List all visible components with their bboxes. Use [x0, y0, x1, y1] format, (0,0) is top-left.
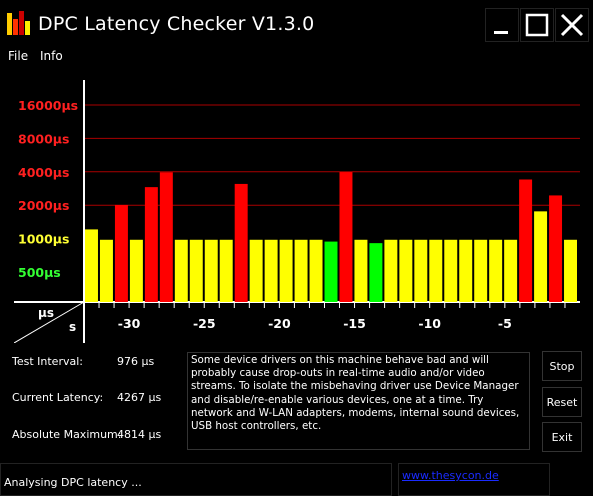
latency-bar: [489, 239, 503, 302]
y-tick-label: 500µs: [18, 265, 61, 280]
latency-bar: [474, 239, 488, 302]
y-tick-label: 2000µs: [18, 198, 69, 213]
website-link[interactable]: www.thesycon.de: [402, 469, 499, 482]
latency-bar: [369, 243, 383, 302]
latency-bar: [264, 239, 278, 302]
y-tick-label: 1000µs: [18, 232, 69, 247]
latency-bar: [324, 241, 338, 302]
latency-bar: [174, 239, 188, 302]
exit-button[interactable]: Exit: [542, 422, 582, 452]
latency-bar: [429, 239, 443, 302]
status-bar: Analysing DPC latency ...: [0, 463, 392, 496]
x-tick-label: -30: [118, 316, 141, 331]
latency-bar: [549, 195, 563, 302]
x-tick-label: -20: [268, 316, 291, 331]
title-bar: DPC Latency Checker V1.3.0: [0, 0, 593, 50]
minimize-icon: [494, 31, 508, 34]
status-text: Analysing DPC latency ...: [4, 476, 142, 489]
latency-bar: [99, 239, 113, 302]
reset-button[interactable]: Reset: [542, 387, 582, 417]
latency-bar: [444, 239, 458, 302]
maximize-button[interactable]: [520, 8, 554, 42]
y-tick-label: 16000µs: [18, 98, 78, 113]
latency-bar: [519, 179, 533, 302]
message-box: Some device drivers on this machine beha…: [187, 352, 530, 450]
latency-bar: [534, 211, 548, 302]
current-latency-value: 4267 µs: [117, 391, 162, 404]
stop-button[interactable]: Stop: [542, 351, 582, 381]
latency-chart: 16000µs 8000µs 4000µs 2000µs 1000µs 500µs µs s -…: [13, 80, 580, 344]
latency-bar: [294, 239, 308, 302]
latency-bar: [234, 183, 248, 302]
test-interval-value: 976 µs: [117, 355, 155, 368]
latency-bar: [354, 239, 368, 302]
latency-bar: [219, 239, 233, 302]
x-tick-label: -5: [498, 316, 512, 331]
latency-bar: [129, 239, 143, 302]
menu-info[interactable]: Info: [40, 49, 63, 63]
x-tick-label: -15: [343, 316, 366, 331]
window-title: DPC Latency Checker V1.3.0: [38, 13, 315, 35]
y-unit-label: µs: [38, 306, 54, 320]
latency-bar: [459, 239, 473, 302]
latency-bar: [85, 229, 98, 302]
x-tick-label: -10: [418, 316, 441, 331]
latency-bar: [144, 187, 158, 302]
close-icon: [560, 13, 584, 37]
latency-bar: [159, 172, 173, 302]
x-unit-label: s: [69, 320, 76, 334]
latency-bar: [414, 239, 428, 302]
latency-bar: [249, 239, 263, 302]
latency-bar: [504, 239, 518, 302]
latency-bar: [204, 239, 218, 302]
latency-bar: [384, 239, 398, 302]
close-button[interactable]: [555, 8, 589, 42]
latency-bar: [399, 239, 413, 302]
app-bar-chart-icon: [7, 11, 30, 35]
latency-chart-svg: 16000µs 8000µs 4000µs 2000µs 1000µs 500µs µs s -…: [13, 80, 580, 344]
minimize-button[interactable]: [485, 8, 519, 42]
message-text: Some device drivers on this machine beha…: [191, 354, 520, 433]
latency-bar: [189, 239, 203, 302]
menu-file[interactable]: File: [8, 49, 29, 63]
latency-bar: [309, 239, 323, 302]
absolute-max-value: 4814 µs: [117, 428, 162, 441]
latency-bar: [564, 239, 577, 302]
axis-corner-diagonal: [13, 301, 85, 344]
absolute-max-label: Absolute Maximum:: [12, 428, 122, 441]
latency-bar: [279, 239, 293, 302]
latency-bar: [114, 204, 128, 302]
current-latency-label: Current Latency:: [12, 391, 104, 404]
menu-bar: File Info: [0, 49, 593, 67]
y-tick-label: 8000µs: [18, 131, 69, 146]
link-panel: www.thesycon.de: [398, 463, 550, 496]
test-interval-label: Test Interval:: [12, 355, 83, 368]
x-tick-label: -25: [193, 316, 216, 331]
latency-bar: [339, 172, 353, 302]
y-tick-label: 4000µs: [18, 165, 69, 180]
maximize-icon: [525, 13, 549, 37]
